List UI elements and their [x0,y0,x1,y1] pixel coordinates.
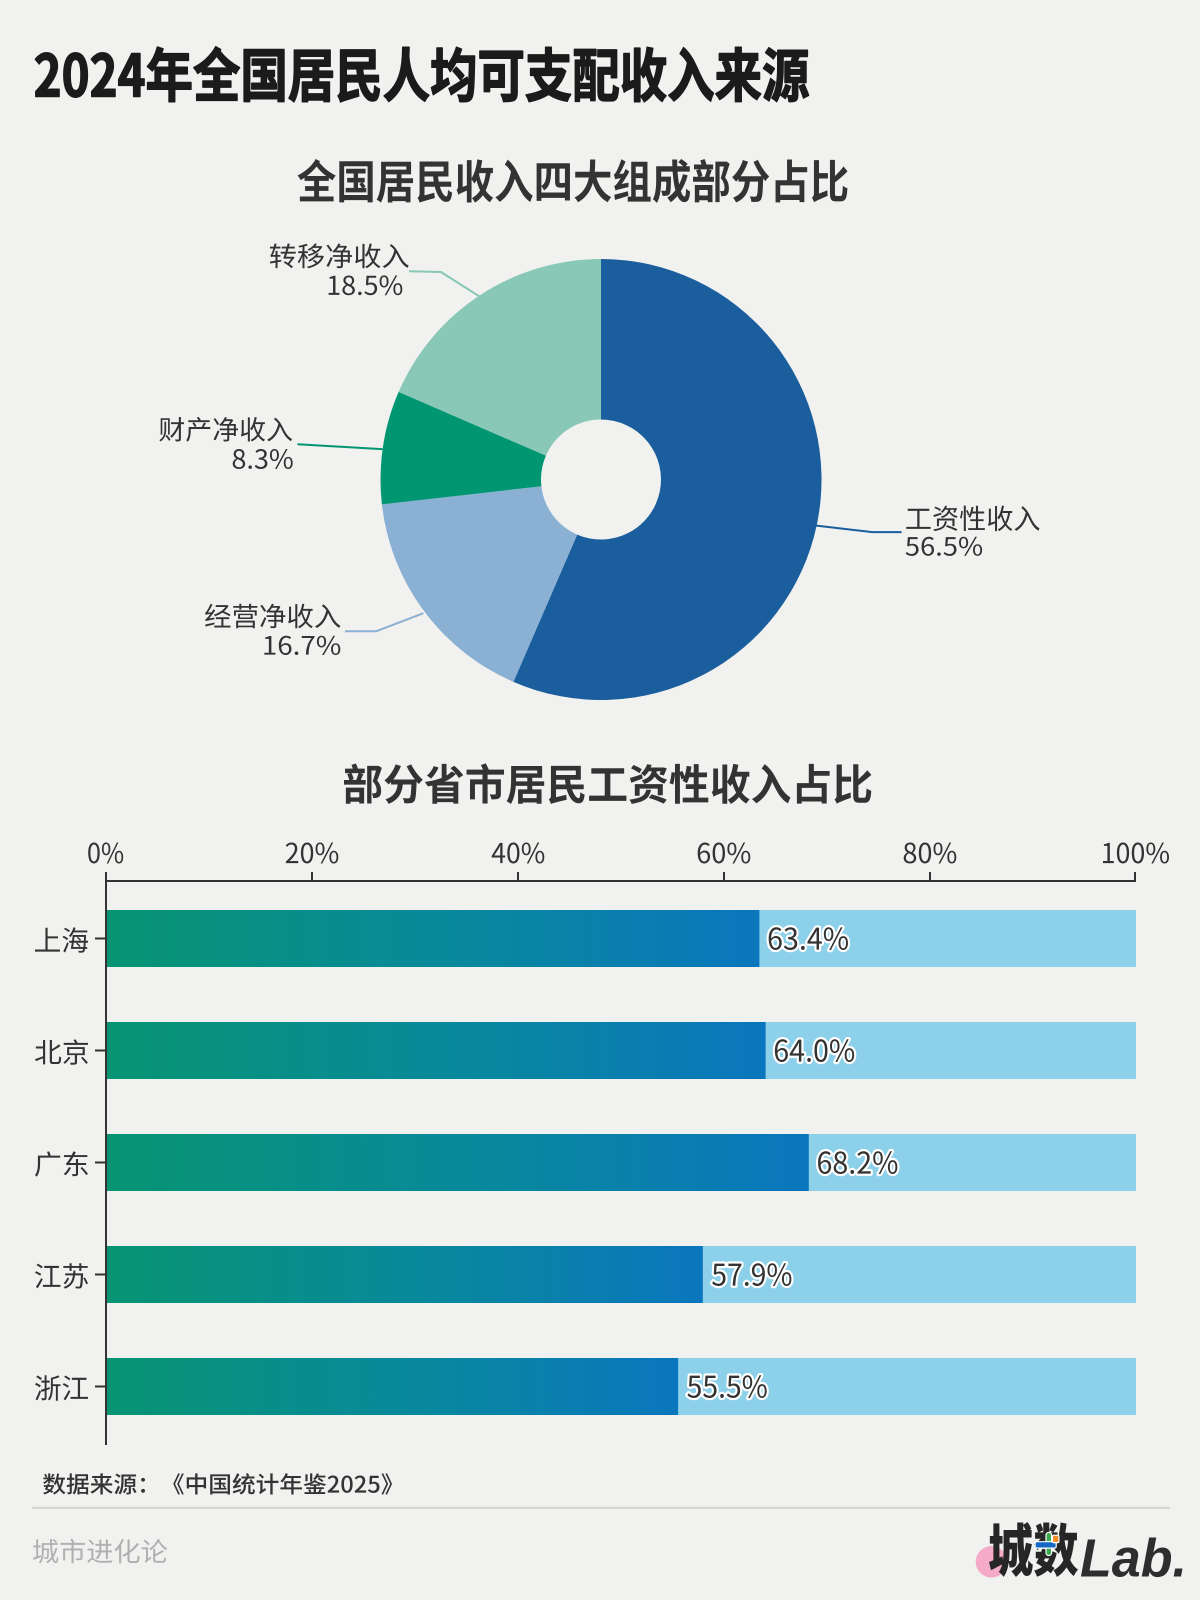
svg-text:Lab.: Lab. [1080,1529,1187,1589]
